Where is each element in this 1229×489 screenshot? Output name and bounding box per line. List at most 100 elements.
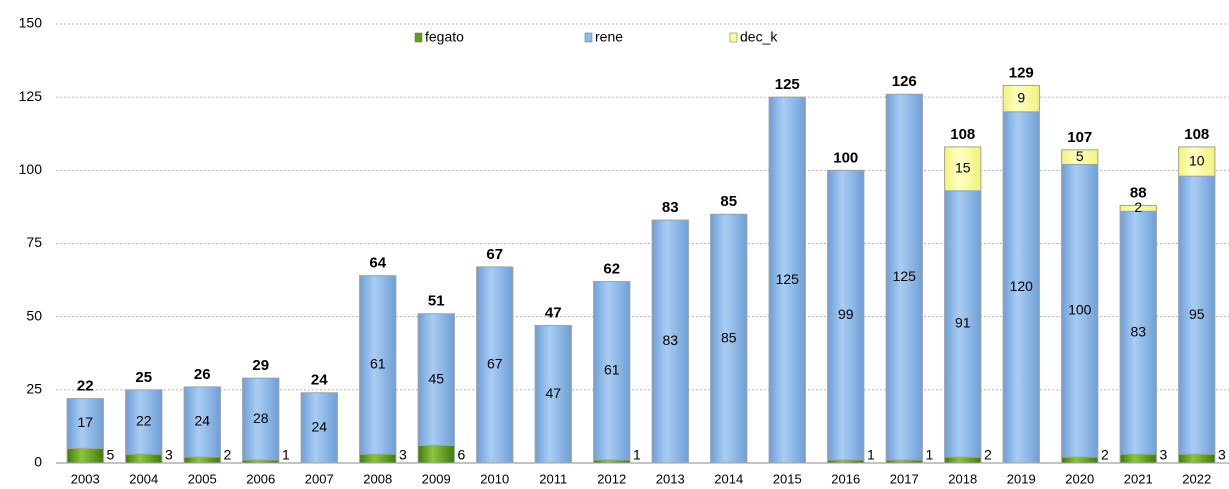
x-tick-label: 2009: [422, 471, 451, 486]
total-label: 85: [720, 193, 737, 210]
total-label: 29: [252, 357, 269, 374]
x-tick-label: 2014: [714, 471, 743, 486]
value-label: 91: [955, 315, 971, 331]
bar-segment: [944, 456, 982, 464]
bar-segment: [710, 213, 748, 464]
value-label: 2: [984, 447, 992, 463]
bar-segment: [827, 169, 865, 461]
value-label: 6: [457, 447, 465, 463]
bar-segment: [242, 377, 280, 461]
value-label: 47: [545, 385, 561, 401]
x-tick-label: 2019: [1007, 471, 1036, 486]
value-label: 22: [136, 413, 152, 429]
value-label: 28: [253, 410, 269, 426]
value-label: 17: [77, 414, 93, 430]
value-label: 24: [311, 419, 327, 435]
bar-segment: [125, 389, 163, 455]
value-label: 3: [1218, 447, 1226, 463]
bar-segment: [1178, 146, 1216, 177]
bar-segment: [1061, 456, 1099, 464]
total-label: 125: [775, 76, 800, 93]
x-tick-label: 2022: [1182, 471, 1211, 486]
x-tick-label: 2005: [188, 471, 217, 486]
total-label: 22: [77, 378, 94, 395]
y-tick-label: 100: [19, 161, 43, 177]
value-label: 15: [955, 160, 971, 176]
bar-segment: [1178, 453, 1216, 464]
total-label: 67: [486, 246, 503, 263]
value-label: 3: [165, 447, 173, 463]
value-label: 120: [1010, 278, 1034, 294]
x-tick-label: 2007: [305, 471, 334, 486]
total-label: 26: [194, 366, 211, 383]
bar-segment: [359, 275, 397, 455]
x-tick-label: 2018: [948, 471, 977, 486]
value-label: 3: [1159, 447, 1167, 463]
x-tick-label: 2012: [597, 471, 626, 486]
bar-segment: [944, 190, 982, 458]
value-label: 1: [633, 447, 641, 463]
bar-segment: [534, 324, 572, 464]
value-label: 125: [776, 271, 800, 287]
bar-segment: [885, 93, 923, 461]
legend-label: fegato: [425, 29, 464, 45]
x-tick-label: 2016: [831, 471, 860, 486]
total-label: 100: [833, 149, 858, 166]
bar-segment: [1002, 84, 1040, 113]
bar-segment: [944, 146, 982, 192]
x-tick-label: 2004: [129, 471, 158, 486]
bar-segment: [183, 386, 221, 458]
y-tick-label: 50: [26, 307, 42, 323]
value-label: 2: [1101, 447, 1109, 463]
bar-segment: [1119, 453, 1157, 464]
y-tick-label: 150: [19, 15, 43, 31]
total-label: 62: [603, 261, 620, 278]
x-tick-label: 2011: [539, 471, 567, 486]
x-tick-label: 2020: [1065, 471, 1094, 486]
value-label: 2: [1134, 199, 1142, 215]
x-tick-label: 2010: [480, 471, 509, 486]
value-label: 5: [106, 447, 114, 463]
total-label: 107: [1067, 129, 1092, 146]
bar-segment: [1119, 204, 1157, 212]
x-tick-label: 2013: [656, 471, 685, 486]
x-tick-label: 2008: [363, 471, 392, 486]
value-label: 83: [662, 332, 678, 348]
value-label: 61: [370, 356, 386, 372]
bar-segment: [125, 453, 163, 464]
value-label: 1: [925, 447, 933, 463]
bar-segment: [359, 453, 397, 464]
total-label: 126: [892, 73, 917, 90]
legend-label: dec_k: [740, 29, 778, 45]
value-label: 125: [893, 268, 917, 284]
bar-segment: [417, 444, 455, 464]
value-label: 99: [838, 306, 854, 322]
bar-segment: [66, 447, 104, 464]
bar-segment: [417, 313, 455, 446]
total-label: 25: [135, 369, 152, 386]
bar-segment: [651, 219, 689, 464]
value-label: 3: [399, 447, 407, 463]
value-label: 100: [1068, 302, 1092, 318]
total-label: 24: [311, 372, 328, 389]
legend-swatch: [729, 32, 738, 43]
x-tick-label: 2003: [71, 471, 100, 486]
value-label: 1: [867, 447, 875, 463]
bar-segment: [476, 266, 514, 464]
value-label: 85: [721, 329, 737, 345]
value-label: 45: [428, 370, 444, 386]
value-label: 5: [1076, 148, 1084, 164]
y-tick-label: 125: [19, 88, 43, 104]
x-tick-label: 2021: [1124, 471, 1153, 486]
total-label: 88: [1130, 184, 1147, 201]
value-label: 9: [1017, 89, 1025, 105]
value-label: 67: [487, 356, 503, 372]
value-label: 83: [1130, 323, 1146, 339]
bar-segment: [183, 456, 221, 464]
value-label: 2: [223, 447, 231, 463]
legend-label: rene: [595, 29, 623, 45]
total-label: 108: [1184, 126, 1209, 143]
y-tick-label: 25: [26, 381, 42, 397]
value-label: 24: [194, 413, 210, 429]
